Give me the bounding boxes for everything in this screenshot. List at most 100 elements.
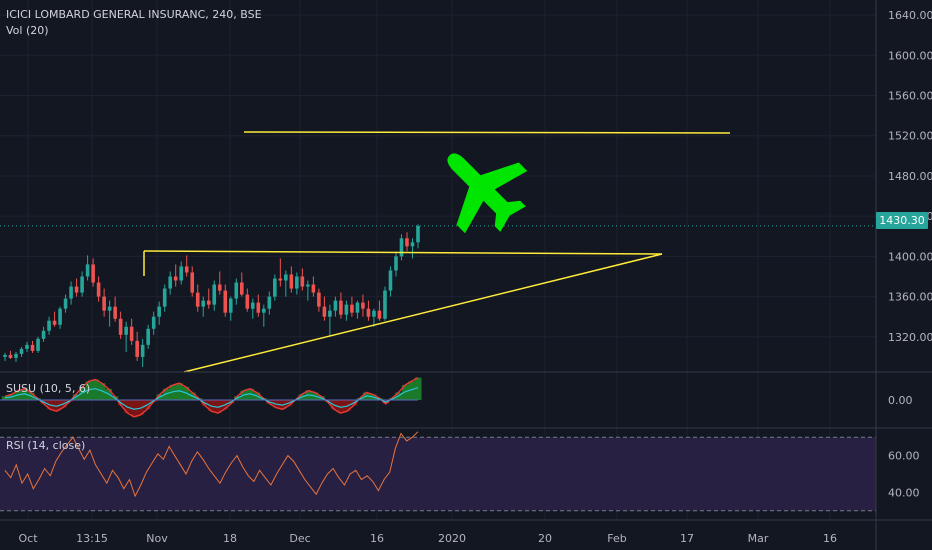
candle [333, 296, 338, 317]
rsi-band-fill [0, 437, 876, 511]
candle-body [295, 276, 299, 289]
candle-body [47, 320, 51, 331]
candle-body [289, 274, 294, 289]
candle [162, 284, 167, 312]
candle-body [140, 344, 145, 357]
candle-body [278, 278, 283, 281]
candle-body [36, 338, 40, 351]
candle [179, 261, 184, 285]
x-tick-label: Feb [607, 532, 626, 545]
candle-body [388, 270, 393, 291]
candle-body [223, 290, 228, 313]
triangle-bottom-line[interactable] [183, 253, 663, 373]
candle-body [306, 284, 310, 287]
susu-bar [130, 400, 138, 417]
susu-bar [401, 385, 409, 400]
candle [206, 288, 211, 309]
candle [113, 296, 117, 322]
candle [306, 280, 310, 301]
candle-body [162, 288, 167, 307]
candle [361, 294, 365, 317]
y-tick-label: 1400.00 [888, 250, 932, 263]
candle-body [267, 296, 272, 309]
candle [388, 266, 393, 297]
candle [107, 300, 112, 327]
candle [190, 266, 195, 297]
susu-bar [79, 386, 86, 400]
susu-bar [208, 400, 216, 412]
candle [58, 306, 62, 329]
candle [151, 311, 156, 335]
candle [118, 311, 123, 339]
candle [8, 350, 13, 359]
candle-body [366, 308, 371, 317]
price-candles [0, 224, 876, 367]
candle [410, 238, 415, 259]
y-tick-label: 60.00 [888, 450, 920, 463]
candle-body [184, 266, 189, 273]
candle [157, 301, 161, 325]
y-tick-label: 1360.00 [888, 291, 932, 304]
candle [140, 338, 145, 367]
candle [405, 232, 409, 252]
candle [129, 318, 134, 345]
candle-body [394, 256, 398, 271]
candle-body [245, 294, 250, 309]
candle-body [350, 304, 354, 313]
candle [322, 296, 327, 321]
candle-body [339, 300, 343, 315]
susu-fast-line [4, 376, 419, 418]
susu-bar [414, 377, 422, 400]
candle [74, 278, 79, 297]
volume-label: Vol (20) [6, 24, 49, 37]
candle-body [30, 344, 35, 351]
candle [251, 298, 255, 319]
y-tick-label: 1520.00 [888, 130, 932, 143]
x-tick-label: 18 [223, 532, 237, 545]
candle-body [228, 298, 233, 313]
susu-indicator [0, 376, 422, 418]
candle-body [102, 296, 106, 311]
candle [300, 268, 305, 291]
candle [168, 271, 172, 295]
rsi-band [0, 436, 876, 512]
candle [278, 258, 283, 287]
susu-bar [98, 383, 106, 400]
candle-body [80, 276, 84, 293]
candle-body [217, 284, 222, 291]
rsi-line [4, 431, 419, 498]
triangle-top-line[interactable] [143, 250, 663, 255]
candle-body [416, 225, 420, 243]
y-tick-label: 1480.00 [888, 170, 932, 183]
candle-body [124, 326, 128, 335]
x-tick-label: 16 [370, 532, 384, 545]
candle-body [234, 282, 239, 299]
candle [355, 300, 360, 319]
candle-body [201, 300, 206, 307]
candle [69, 281, 73, 305]
trendline-drawings[interactable] [143, 131, 731, 373]
candle-body [118, 318, 123, 335]
candle-body [410, 242, 415, 247]
candle-body [52, 320, 57, 325]
susu-bar [85, 381, 93, 400]
candle [383, 286, 387, 321]
y-tick-label: 0.00 [888, 394, 913, 407]
candle [284, 270, 288, 297]
candle [350, 296, 354, 317]
resistance-line-1520[interactable] [243, 131, 731, 134]
x-tick-label: 16 [823, 532, 837, 545]
candle [135, 331, 139, 361]
candle-body [146, 328, 150, 345]
candle-body [179, 266, 184, 281]
candle-body [344, 304, 349, 315]
candle-body [41, 330, 46, 339]
x-tick-label: Nov [146, 532, 168, 545]
candle [102, 288, 106, 317]
susu-bar [169, 385, 177, 400]
candle [195, 284, 200, 312]
susu-bar [408, 381, 416, 400]
candle-body [206, 300, 211, 305]
candle-body [3, 354, 7, 357]
